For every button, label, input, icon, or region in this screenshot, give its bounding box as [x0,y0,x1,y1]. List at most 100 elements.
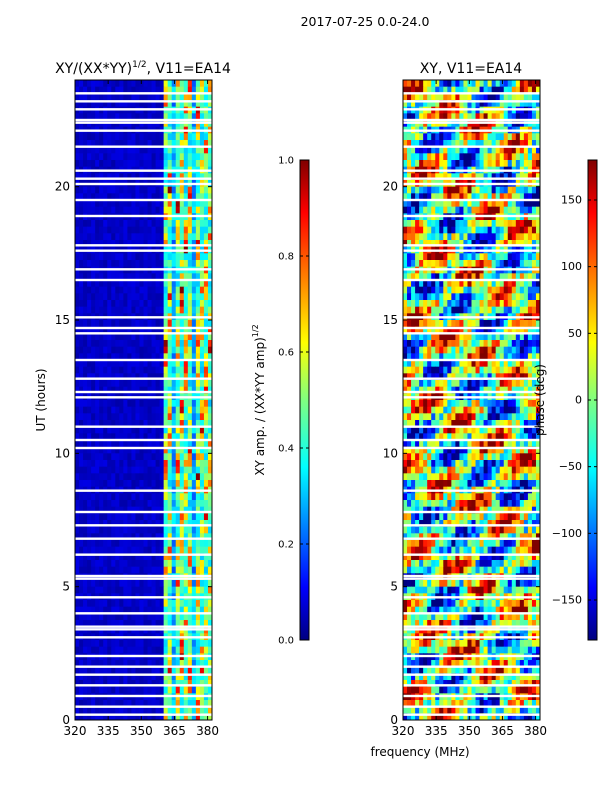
heatmap-cell [447,153,452,161]
heatmap-cell [143,500,149,508]
heatmap-cell [119,373,124,381]
heatmap-cell [123,686,128,694]
heatmap-cell [479,93,485,101]
heatmap-cell [87,380,92,388]
heatmap-cell [119,713,124,720]
heatmap-cell [195,206,201,214]
heatmap-cell [127,86,132,94]
heatmap-cell [119,533,124,541]
heatmap-cell [131,173,136,181]
heatmap-cell [103,160,108,168]
heatmap-cell [183,620,189,628]
heatmap-cell [479,240,485,248]
heatmap-cell [95,446,100,454]
heatmap-cell [107,520,112,528]
heatmap-cell [183,306,189,314]
heatmap-cell [147,680,153,688]
heatmap-cell [127,193,132,201]
heatmap-cell [107,533,112,541]
heatmap-cell [99,453,104,461]
heatmap-cell [499,113,505,121]
heatmap-cell [447,380,452,388]
heatmap-cell [123,153,128,161]
heatmap-cell [203,333,209,341]
heatmap-cell [435,146,440,154]
heatmap-cell [135,473,140,481]
heatmap-cell [431,366,436,374]
heatmap-cell [203,413,209,421]
heatmap-cell [451,100,456,108]
heatmap-cell [483,293,489,301]
heatmap-cell [135,540,140,548]
heatmap-cell [191,286,197,294]
heatmap-cell [411,146,416,154]
heatmap-cell [195,413,201,421]
heatmap-cell [443,173,448,181]
heatmap-cell [491,206,497,214]
heatmap-cell [199,566,205,574]
heatmap-cell [411,280,416,288]
heatmap-cell [87,613,92,621]
heatmap-cell [191,186,197,194]
heatmap-cell [111,680,116,688]
heatmap-cell [199,413,205,421]
heatmap-cell [143,673,149,681]
heatmap-cell [163,386,169,394]
heatmap-cell [179,460,185,468]
heatmap-cell [203,226,209,234]
heatmap-cell [207,546,212,554]
heatmap-cell [531,286,537,294]
heatmap-cell [187,333,193,341]
heatmap-cell [79,280,84,288]
heatmap-cell [91,253,96,261]
heatmap-cell [439,300,444,308]
heatmap-cell [151,140,157,148]
heatmap-cell [119,580,124,588]
heatmap-cell [119,446,124,454]
heatmap-cell [187,113,193,121]
heatmap-cell [431,260,436,268]
heatmap-cell [451,373,456,381]
heatmap-cell [443,386,448,394]
heatmap-cell [143,200,149,208]
heatmap-cell [207,700,212,708]
heatmap-cell [423,113,428,121]
heatmap-cell [195,566,201,574]
heatmap-cell [135,373,140,381]
heatmap-cell [127,473,132,481]
heatmap-cell [207,326,212,334]
heatmap-cell [207,413,212,421]
heatmap-cell [151,640,157,648]
heatmap-cell [163,173,169,181]
heatmap-cell [99,346,104,354]
heatmap-cell [91,673,96,681]
heatmap-cell [143,226,149,234]
heatmap-cell [199,133,205,141]
heatmap-cell [95,186,100,194]
heatmap-cell [127,380,132,388]
heatmap-cell [443,160,448,168]
heatmap-cell [179,400,185,408]
heatmap-cell [471,93,477,101]
heatmap-cell [87,406,92,414]
heatmap-cell [523,186,529,194]
heatmap-cell [207,433,212,441]
heatmap-cell [515,186,521,194]
heatmap-cell [87,420,92,428]
heatmap-cell [187,306,193,314]
heatmap-cell [495,360,501,368]
heatmap-cell [531,373,537,381]
heatmap-cell [419,380,424,388]
heatmap-cell [515,293,521,301]
heatmap-cell [415,366,420,374]
heatmap-cell [119,500,124,508]
heatmap-cell [483,113,489,121]
heatmap-cell [195,400,201,408]
heatmap-cell [423,293,428,301]
heatmap-cell [87,200,92,208]
heatmap-cell [127,540,132,548]
heatmap-cell [191,400,197,408]
heatmap-cell [167,386,173,394]
data-gap-line [75,713,212,716]
heatmap-cell [151,366,157,374]
